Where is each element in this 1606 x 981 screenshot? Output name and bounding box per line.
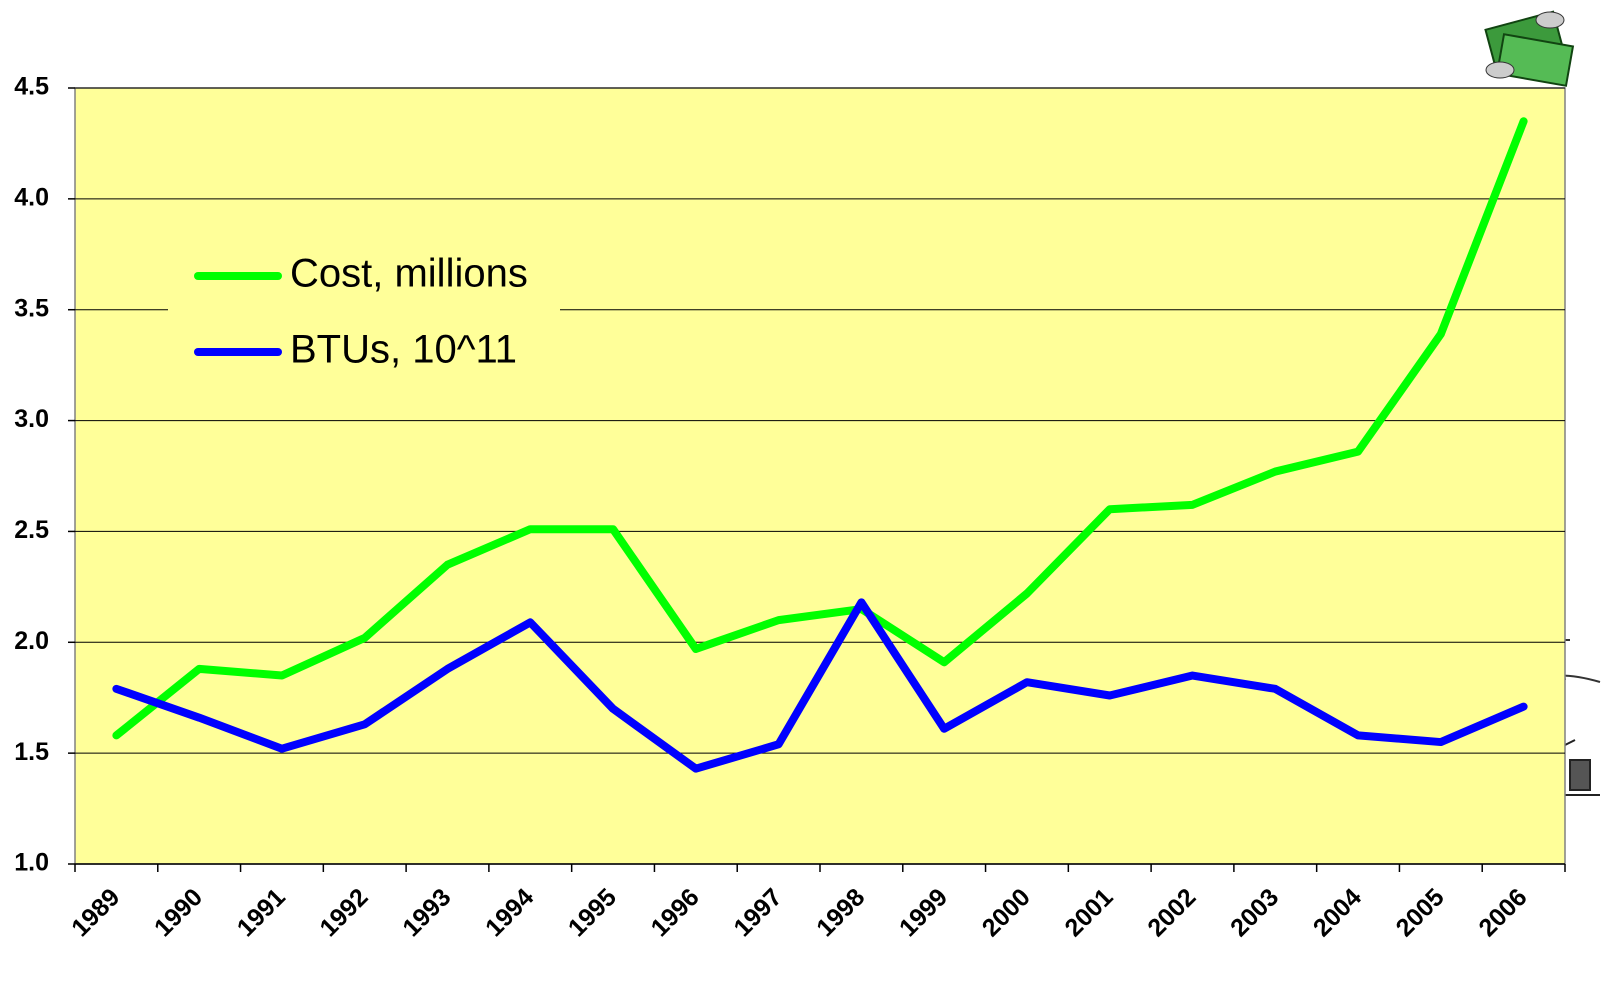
x-tick-label: 2004 <box>1308 883 1367 942</box>
y-tick-label: 1.0 <box>14 849 49 877</box>
x-tick-label: 2005 <box>1391 883 1450 942</box>
x-tick-label: 1992 <box>315 883 374 942</box>
x-tick-label: 2001 <box>1060 883 1119 942</box>
x-tick-label: 1994 <box>480 883 539 942</box>
x-tick-label: 2002 <box>1142 883 1201 942</box>
x-tick-label: 1990 <box>149 883 208 942</box>
y-tick-label: 3.0 <box>14 405 49 433</box>
legend-label: Cost, millions <box>290 252 528 296</box>
x-tick-label: 1991 <box>232 883 291 942</box>
x-tick-label: 1997 <box>728 883 787 942</box>
y-tick-label: 4.0 <box>14 183 49 211</box>
x-tick-label: 1998 <box>811 883 870 942</box>
x-tick-label: 2000 <box>977 883 1036 942</box>
money-icon <box>1485 12 1572 86</box>
y-tick-label: 1.5 <box>14 738 49 766</box>
x-tick-label: 1995 <box>563 883 622 942</box>
chart: 1.0 1.5 2.0 2.5 3.0 3.5 4.0 4.5 1989 1990 1991 1992… <box>0 0 1606 981</box>
x-tick-label: 1993 <box>397 883 456 942</box>
x-tick-label: 2006 <box>1473 883 1532 942</box>
legend-label: BTUs, 10^11 <box>290 328 517 372</box>
x-tick-label: 1999 <box>894 883 953 942</box>
x-tick-label: 1996 <box>646 883 705 942</box>
x-tick-label: 1989 <box>66 883 125 942</box>
x-tick-label: 2003 <box>1225 883 1284 942</box>
y-tick-label: 2.0 <box>14 627 49 655</box>
y-tick-label: 3.5 <box>14 294 49 322</box>
y-tick-label: 4.5 <box>14 73 49 101</box>
y-tick-label: 2.5 <box>14 516 49 544</box>
